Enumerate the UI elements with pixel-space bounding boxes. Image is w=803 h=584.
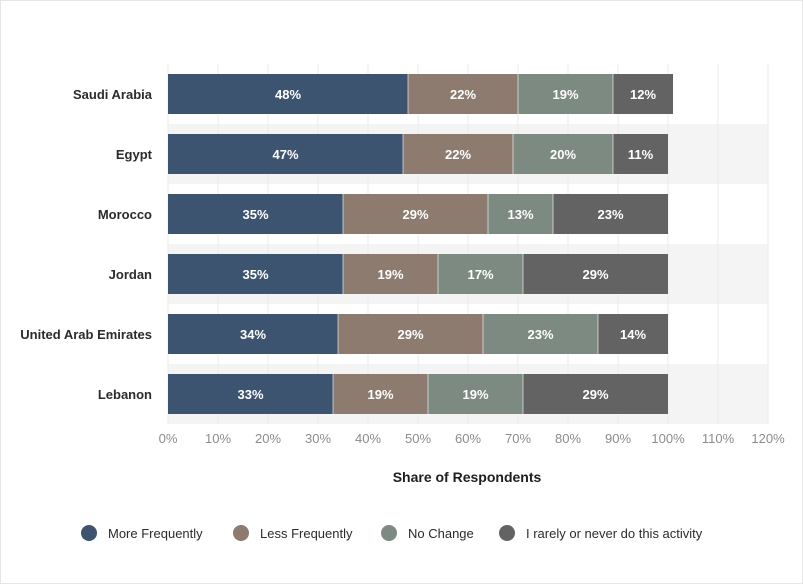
bar-segment [168, 194, 343, 234]
bar-segment [168, 254, 343, 294]
bar-segment [403, 134, 513, 174]
bar-value-label: 20% [550, 147, 576, 162]
bar-segment [613, 74, 673, 114]
bar-segment [338, 314, 483, 354]
x-tick-label: 90% [605, 431, 631, 446]
bar-value-label: 29% [582, 267, 608, 282]
bar-segment [513, 134, 613, 174]
x-tick-label: 100% [651, 431, 685, 446]
legend-label: I rarely or never do this activity [526, 526, 703, 541]
legend-swatch [499, 525, 515, 541]
grid-lines [167, 64, 769, 424]
legend-swatch [233, 525, 249, 541]
bar-segment [598, 314, 668, 354]
x-tick-label: 0% [159, 431, 178, 446]
category-label: Jordan [109, 267, 152, 282]
bar-segment [488, 194, 553, 234]
x-tick-label: 70% [505, 431, 531, 446]
bar-value-label: 48% [275, 87, 301, 102]
bar-segment [523, 254, 668, 294]
legend-label: Less Frequently [260, 526, 353, 541]
x-tick-label: 120% [751, 431, 785, 446]
bar-value-label: 14% [620, 327, 646, 342]
bar-segment [343, 254, 438, 294]
bar-value-label: 47% [272, 147, 298, 162]
bar-value-label: 29% [402, 207, 428, 222]
legend-swatch [381, 525, 397, 541]
bar-value-label: 22% [450, 87, 476, 102]
x-tick-label: 40% [355, 431, 381, 446]
bar-segment [428, 374, 523, 414]
bar-segment [518, 74, 613, 114]
bar-value-label: 17% [467, 267, 493, 282]
bar-segment [168, 314, 338, 354]
bar-segment [408, 74, 518, 114]
bar-value-label: 12% [630, 87, 656, 102]
category-label: United Arab Emirates [20, 327, 152, 342]
legend: More Frequently Less Frequently No Change I… [81, 525, 703, 541]
legend-label: More Frequently [108, 526, 203, 541]
x-tick-label: 20% [255, 431, 281, 446]
bar-value-label: 29% [582, 387, 608, 402]
bar-value-label: 23% [527, 327, 553, 342]
bar-value-label: 33% [237, 387, 263, 402]
bar-segment [333, 374, 428, 414]
bar-segment [343, 194, 488, 234]
bar-segment [553, 194, 668, 234]
legend-label: No Change [408, 526, 474, 541]
category-label: Morocco [98, 207, 152, 222]
bar-value-label: 29% [397, 327, 423, 342]
bar-value-label: 19% [367, 387, 393, 402]
bar-value-label: 19% [462, 387, 488, 402]
category-label: Egypt [116, 147, 153, 162]
bar-value-label: 22% [445, 147, 471, 162]
bar-value-label: 35% [242, 207, 268, 222]
bar-value-label: 23% [597, 207, 623, 222]
bar-segment [168, 134, 403, 174]
bar-segment [523, 374, 668, 414]
x-axis-title: Share of Respondents [393, 469, 542, 485]
x-tick-label: 80% [555, 431, 581, 446]
category-labels: Saudi Arabia Egypt Morocco Jordan United Ara… [20, 87, 153, 402]
x-tick-label: 10% [205, 431, 231, 446]
bar-value-label: 19% [552, 87, 578, 102]
bar-value-label: 35% [242, 267, 268, 282]
x-tick-labels: 0% 10% 20% 30% 40% 50% 60% 70% 80% 90% 100% 110% 120… [159, 431, 785, 446]
bar-value-label: 13% [507, 207, 533, 222]
bar-value-label: 19% [377, 267, 403, 282]
category-label: Saudi Arabia [73, 87, 153, 102]
x-tick-label: 30% [305, 431, 331, 446]
bar-segment [483, 314, 598, 354]
bar-value-label: 34% [240, 327, 266, 342]
x-tick-label: 60% [455, 431, 481, 446]
bar-segment [168, 74, 408, 114]
x-tick-label: 50% [405, 431, 431, 446]
bars: 48% 22% 19% 12% 47% 22% 20% 11% 35% 29% 13% 23% 35% 1… [168, 74, 673, 414]
legend-swatch [81, 525, 97, 541]
bar-segment [168, 374, 333, 414]
x-tick-label: 110% [702, 431, 735, 446]
bar-segment [613, 134, 668, 174]
category-label: Lebanon [98, 387, 152, 402]
bar-segment [438, 254, 523, 294]
bar-value-label: 11% [628, 147, 654, 162]
